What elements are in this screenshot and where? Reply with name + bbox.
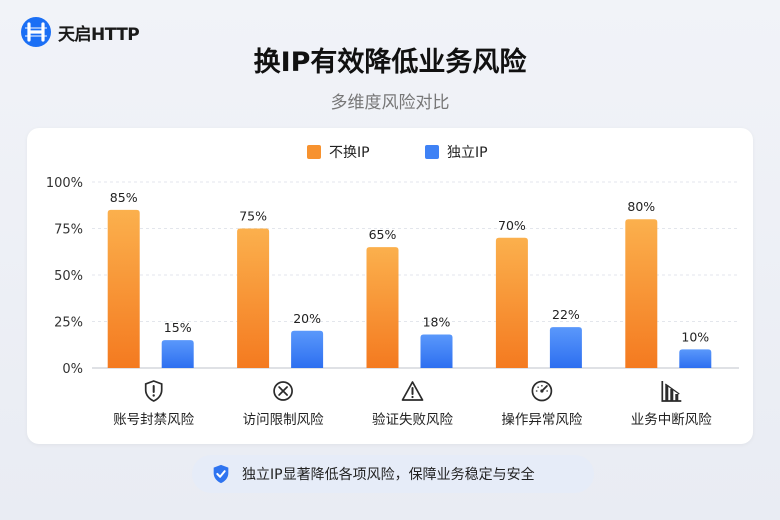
data-label: 75%: [239, 209, 267, 224]
data-label: 80%: [627, 199, 655, 214]
y-tick-label: 50%: [54, 269, 83, 284]
page-title: 换IP有效降低业务风险: [253, 47, 527, 78]
bar: [549, 327, 582, 368]
warning-triangle-icon: [401, 381, 424, 401]
y-tick-label: 0%: [62, 362, 83, 377]
data-label: 85%: [110, 190, 138, 205]
category-label: 访问限制风险: [243, 412, 324, 428]
data-label: 22%: [552, 307, 580, 322]
bar: [625, 219, 658, 368]
bar: [107, 209, 140, 368]
footer-banner: 独立IP显著降低各项风险，保障业务稳定与安全: [192, 455, 594, 493]
legend-label: 独立IP: [447, 145, 488, 161]
bar: [495, 237, 528, 368]
bar: [161, 340, 194, 368]
footer-text: 独立IP显著降低各项风险，保障业务稳定与安全: [242, 467, 535, 483]
category-label: 账号封禁风险: [113, 412, 194, 428]
data-label: 10%: [681, 329, 709, 344]
bar: [366, 247, 399, 368]
shield-exclamation-icon: [144, 380, 163, 402]
legend-swatch: [307, 145, 321, 159]
data-label: 20%: [293, 311, 321, 326]
bar: [291, 330, 324, 368]
y-tick-label: 75%: [54, 223, 83, 238]
y-tick-label: 25%: [54, 316, 83, 331]
bar: [679, 349, 712, 368]
category-label: 业务中断风险: [631, 412, 712, 428]
y-tick-label: 100%: [46, 176, 83, 191]
shield-check-icon: [213, 464, 229, 484]
chart-card: 不换IP 独立IP 0% 25% 50% 75% 100% 85% 15% 账号封禁风险 75% 20…: [27, 128, 753, 444]
bar: [420, 334, 453, 368]
brand-logo-icon: [21, 17, 51, 47]
data-label: 70%: [498, 218, 526, 233]
speedometer-icon: [531, 380, 553, 402]
data-label: 15%: [164, 320, 192, 335]
page-subtitle: 多维度风险对比: [330, 93, 450, 113]
data-label: 65%: [369, 227, 397, 242]
legend-label: 不换IP: [329, 144, 370, 161]
brand-name: 天启HTTP: [58, 24, 140, 45]
prohibited-x-icon: [273, 381, 293, 401]
category-label: 操作异常风险: [501, 412, 582, 428]
data-label: 18%: [423, 315, 451, 330]
bar-chart: 不换IP 独立IP 0% 25% 50% 75% 100% 85% 15% 账号封禁风险 75% 20…: [46, 144, 739, 428]
brand: 天启HTTP: [20, 16, 140, 48]
category-label: 验证失败风险: [372, 412, 453, 428]
declining-chart-icon: [661, 381, 682, 402]
legend-swatch: [425, 145, 439, 159]
bar: [237, 228, 270, 368]
